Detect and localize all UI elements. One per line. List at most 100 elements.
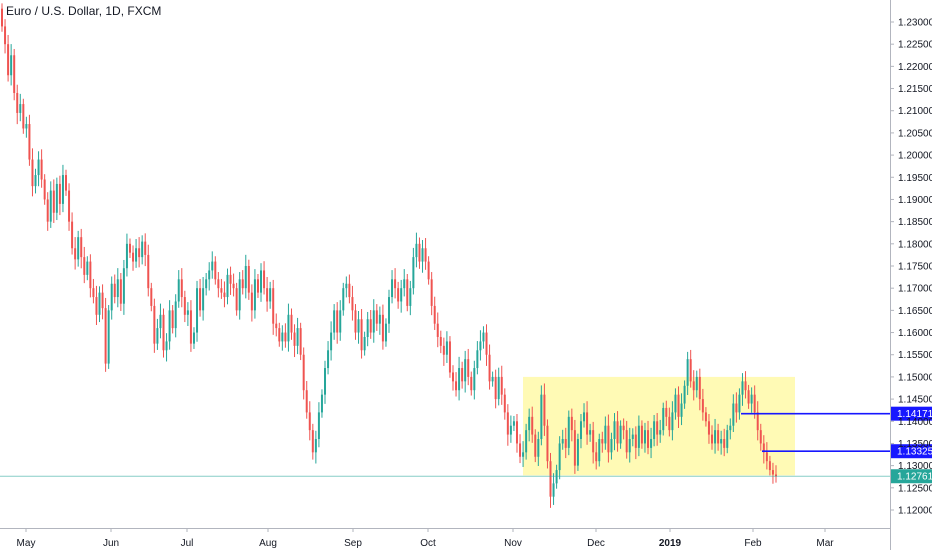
candle	[141, 235, 144, 265]
candle-body	[674, 394, 677, 413]
candle-body	[476, 350, 479, 369]
candle	[500, 365, 503, 405]
chart-title: Euro / U.S. Dollar, 1D, FXCM	[6, 4, 162, 18]
candle	[330, 321, 333, 361]
candle-body	[720, 439, 723, 444]
y-tick-label: 1.20000	[898, 151, 932, 162]
candle-body	[144, 241, 147, 255]
candle-body	[558, 443, 561, 471]
candle-body	[342, 288, 345, 311]
candle-body	[314, 439, 317, 453]
candle	[659, 419, 662, 443]
y-tick-label: 1.18000	[898, 239, 932, 250]
candle	[52, 179, 55, 223]
candle-body	[168, 310, 171, 342]
candle-body	[110, 283, 113, 311]
candle-body	[208, 270, 211, 280]
candle-body	[238, 279, 241, 311]
candle	[43, 174, 46, 205]
candle-body	[180, 279, 183, 298]
candle	[339, 300, 342, 341]
candle-body	[272, 288, 275, 324]
candle-body	[500, 376, 503, 395]
candle-body	[753, 394, 756, 413]
candle	[628, 427, 631, 463]
candle	[351, 285, 354, 321]
candle	[430, 272, 433, 316]
candle-body	[113, 283, 116, 298]
candle-body	[64, 175, 67, 191]
candle-body	[16, 92, 19, 113]
candle-body	[354, 310, 357, 333]
candle-body	[604, 425, 607, 444]
candle-body	[266, 288, 269, 302]
candle	[762, 435, 765, 464]
candle	[540, 385, 543, 446]
candle-body	[397, 288, 400, 302]
candle	[244, 254, 247, 299]
y-tick-label: 1.18500	[898, 217, 932, 228]
candle-body	[482, 332, 485, 342]
candle-body	[232, 283, 235, 289]
candle-body	[595, 452, 598, 462]
candle-body	[598, 439, 601, 462]
candle-body	[747, 390, 750, 404]
candle	[324, 360, 327, 404]
candle-body	[442, 345, 445, 355]
candle	[412, 247, 415, 295]
candle	[570, 408, 573, 442]
candle-body	[77, 237, 80, 260]
candle-body	[546, 425, 549, 462]
candle	[579, 413, 582, 449]
candle-body	[299, 328, 302, 355]
y-tick-label: 1.12500	[898, 483, 932, 494]
candle-body	[357, 319, 360, 333]
last-price-tag	[891, 469, 932, 484]
y-tick-label: 1.22500	[898, 40, 932, 51]
candle-body	[464, 359, 467, 382]
horizontal-lines-layer: 1.14171 1.13325 1.12761	[0, 406, 932, 484]
candle-body	[540, 394, 543, 440]
candle	[397, 281, 400, 309]
candle-body	[561, 439, 564, 444]
candle	[92, 278, 95, 304]
candle-body	[135, 248, 138, 262]
candle-body	[717, 430, 720, 444]
candle-body	[223, 292, 226, 298]
candle	[98, 286, 101, 323]
candle	[482, 326, 485, 349]
candle	[107, 305, 110, 369]
candle-body	[406, 279, 409, 306]
candle-body	[567, 416, 570, 448]
candle-body	[369, 319, 372, 333]
candle-body	[601, 439, 604, 444]
candle	[192, 327, 195, 349]
candle	[58, 175, 61, 216]
candle	[250, 284, 253, 322]
candle	[747, 384, 750, 409]
candle-body	[256, 279, 259, 293]
candle	[308, 401, 311, 441]
candle	[689, 349, 692, 388]
candle-body	[372, 310, 375, 333]
candle	[311, 423, 314, 460]
candle-body	[174, 301, 177, 329]
price-tag-label: 1.14171	[897, 409, 932, 420]
candle	[735, 392, 738, 423]
candle-body	[269, 288, 272, 302]
candle-body	[656, 421, 659, 435]
candle-body	[543, 394, 546, 426]
candle	[564, 427, 567, 459]
candle-body	[296, 328, 299, 346]
candle	[604, 416, 607, 450]
candle	[275, 313, 278, 337]
candle-body	[759, 430, 762, 444]
candle	[168, 300, 171, 350]
candle-body	[211, 261, 214, 271]
candle-body	[95, 297, 98, 315]
candle	[171, 305, 174, 334]
candle	[74, 237, 77, 270]
candle	[400, 279, 403, 313]
candle-body	[573, 430, 576, 466]
